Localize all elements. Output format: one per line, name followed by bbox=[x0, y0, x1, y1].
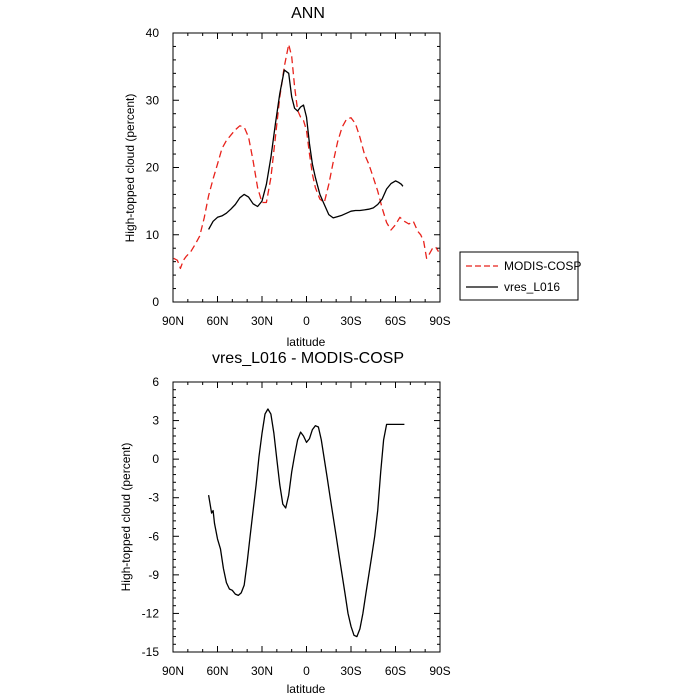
plot-area-border bbox=[172, 32, 441, 303]
legend-label-modis: MODIS-COSP bbox=[504, 259, 581, 273]
y-tick-label: 0 bbox=[152, 452, 159, 466]
bottom-panel: vres_L016 - MODIS-COSP 90N 60N 30N 0 30S 60S 9… bbox=[119, 350, 451, 696]
legend-box bbox=[459, 251, 579, 301]
x-axis-label: latitude bbox=[287, 682, 326, 696]
plot-frame bbox=[172, 32, 441, 303]
x-tick-label: 60S bbox=[385, 664, 406, 678]
x-tick-label: 90N bbox=[162, 664, 184, 678]
x-tick-label: 60N bbox=[206, 314, 228, 328]
x-tick-label: 0 bbox=[303, 314, 310, 328]
y-tick-label: 40 bbox=[146, 26, 160, 40]
axis-ticks: 90N 60N 30N 0 30S 60S 90S 0 10 20 30 40 bbox=[146, 26, 451, 328]
x-tick-label: 60N bbox=[206, 664, 228, 678]
x-tick-label: 0 bbox=[303, 664, 310, 678]
y-tick-label: -3 bbox=[148, 491, 159, 505]
series-line-modis-cosp bbox=[173, 43, 440, 270]
axis-ticks: 90N 60N 30N 0 30S 60S 90S -15 -12 -9 -6 -3 0 3 6 bbox=[142, 375, 451, 678]
y-tick-label: 6 bbox=[152, 375, 159, 389]
series-line-vres-l016 bbox=[208, 69, 404, 230]
top-panel: ANN 90N 60N 30N 0 30S 60S 90S 0 10 20 30 40 latitud… bbox=[123, 5, 451, 349]
x-axis-label: latitude bbox=[287, 335, 326, 349]
y-tick-label: 30 bbox=[146, 93, 160, 107]
legend: MODIS-COSP vres_L016 bbox=[459, 251, 581, 301]
y-tick-label: 3 bbox=[152, 414, 159, 428]
x-tick-label: 60S bbox=[385, 314, 406, 328]
y-tick-label: 10 bbox=[146, 228, 160, 242]
y-axis-label: High-topped cloud (percent) bbox=[123, 94, 137, 243]
x-tick-label: 30S bbox=[340, 314, 361, 328]
x-tick-label: 90S bbox=[429, 314, 450, 328]
x-tick-label: 90N bbox=[162, 314, 184, 328]
series-group bbox=[207, 408, 405, 638]
y-tick-label: -12 bbox=[142, 606, 160, 620]
chart-title: ANN bbox=[291, 5, 325, 22]
y-tick-label: -15 bbox=[142, 645, 160, 659]
y-tick-label: -9 bbox=[148, 568, 159, 582]
y-tick-label: -6 bbox=[148, 529, 159, 543]
x-tick-label: 30S bbox=[340, 664, 361, 678]
legend-label-vres: vres_L016 bbox=[504, 280, 560, 294]
series-group bbox=[173, 43, 440, 270]
x-tick-label: 30N bbox=[251, 314, 273, 328]
x-tick-label: 90S bbox=[429, 664, 450, 678]
x-tick-label: 30N bbox=[251, 664, 273, 678]
series-line-vres-l016-modis-cosp bbox=[207, 408, 405, 638]
y-axis-label: High-topped cloud (percent) bbox=[119, 443, 133, 592]
plot-frame bbox=[172, 381, 441, 653]
plot-area-border bbox=[172, 381, 441, 653]
y-tick-label: 20 bbox=[146, 161, 160, 175]
y-tick-label: 0 bbox=[152, 295, 159, 309]
chart-title: vres_L016 - MODIS-COSP bbox=[212, 350, 404, 367]
